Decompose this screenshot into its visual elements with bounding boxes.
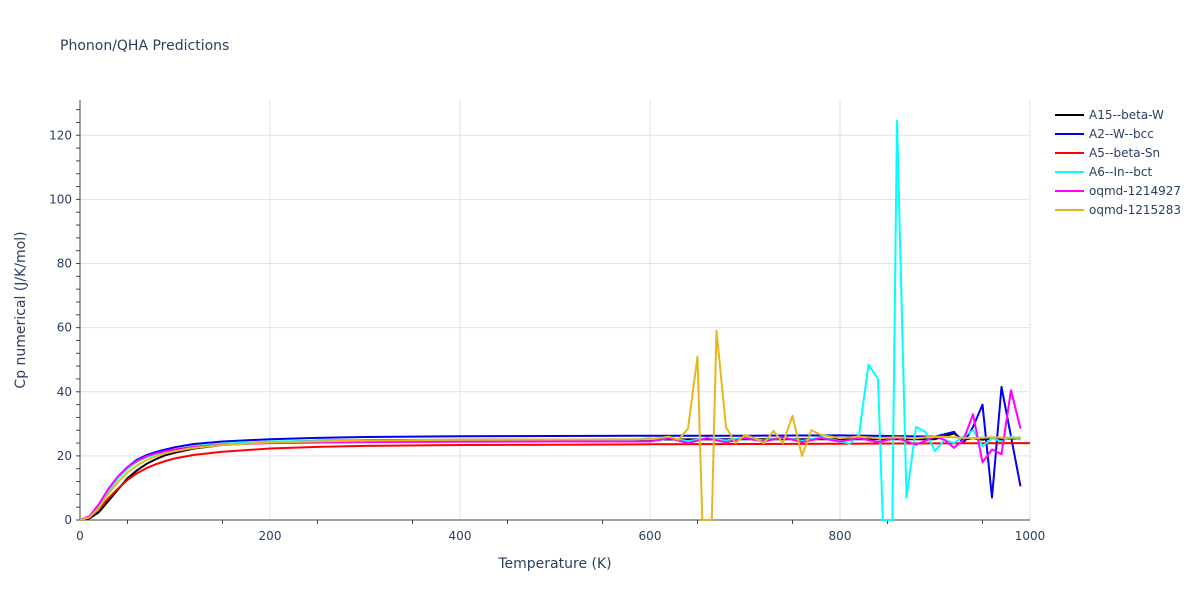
chart-title: Phonon/QHA Predictions [60,38,229,54]
legend-label: oqmd-1215283 [1089,203,1181,217]
legend-item[interactable]: A2--W--bcc [1055,127,1154,141]
y-tick-label: 40 [57,385,72,399]
x-axis-title: Temperature (K) [497,556,611,572]
x-tick-label: 800 [829,529,852,543]
series-lines [80,121,1030,520]
x-tick-label: 1000 [1015,529,1046,543]
legend-label: A5--beta-Sn [1089,146,1160,160]
y-tick-label: 60 [57,321,72,335]
y-tick-label: 100 [49,192,72,206]
x-tick-label: 200 [259,529,282,543]
legend-item[interactable]: A5--beta-Sn [1055,146,1160,160]
legend[interactable]: A15--beta-W A2--W--bcc A5--beta-Sn A6--In--… [1055,108,1181,217]
y-tick-label: 0 [64,513,72,527]
legend-item[interactable]: oqmd-1214927 [1055,184,1181,198]
legend-label: A15--beta-W [1089,108,1164,122]
y-tick-label: 120 [49,128,72,142]
legend-item[interactable]: oqmd-1215283 [1055,203,1181,217]
x-tick-label: 0 [76,529,84,543]
legend-label: A2--W--bcc [1089,127,1154,141]
series-line-A6--In--bct [80,121,1021,520]
x-tick-label: 600 [639,529,662,543]
y-tick-label: 80 [57,257,72,271]
legend-item[interactable]: A6--In--bct [1055,165,1153,179]
grid [80,100,1030,520]
legend-label: A6--In--bct [1089,165,1153,179]
y-axis-title: Cp numerical (J/K/mol) [13,231,29,388]
series-line-A5--beta-Sn [80,443,1030,520]
y-tick-label: 20 [57,449,72,463]
legend-label: oqmd-1214927 [1089,184,1181,198]
legend-item[interactable]: A15--beta-W [1055,108,1164,122]
x-tick-label: 400 [449,529,472,543]
